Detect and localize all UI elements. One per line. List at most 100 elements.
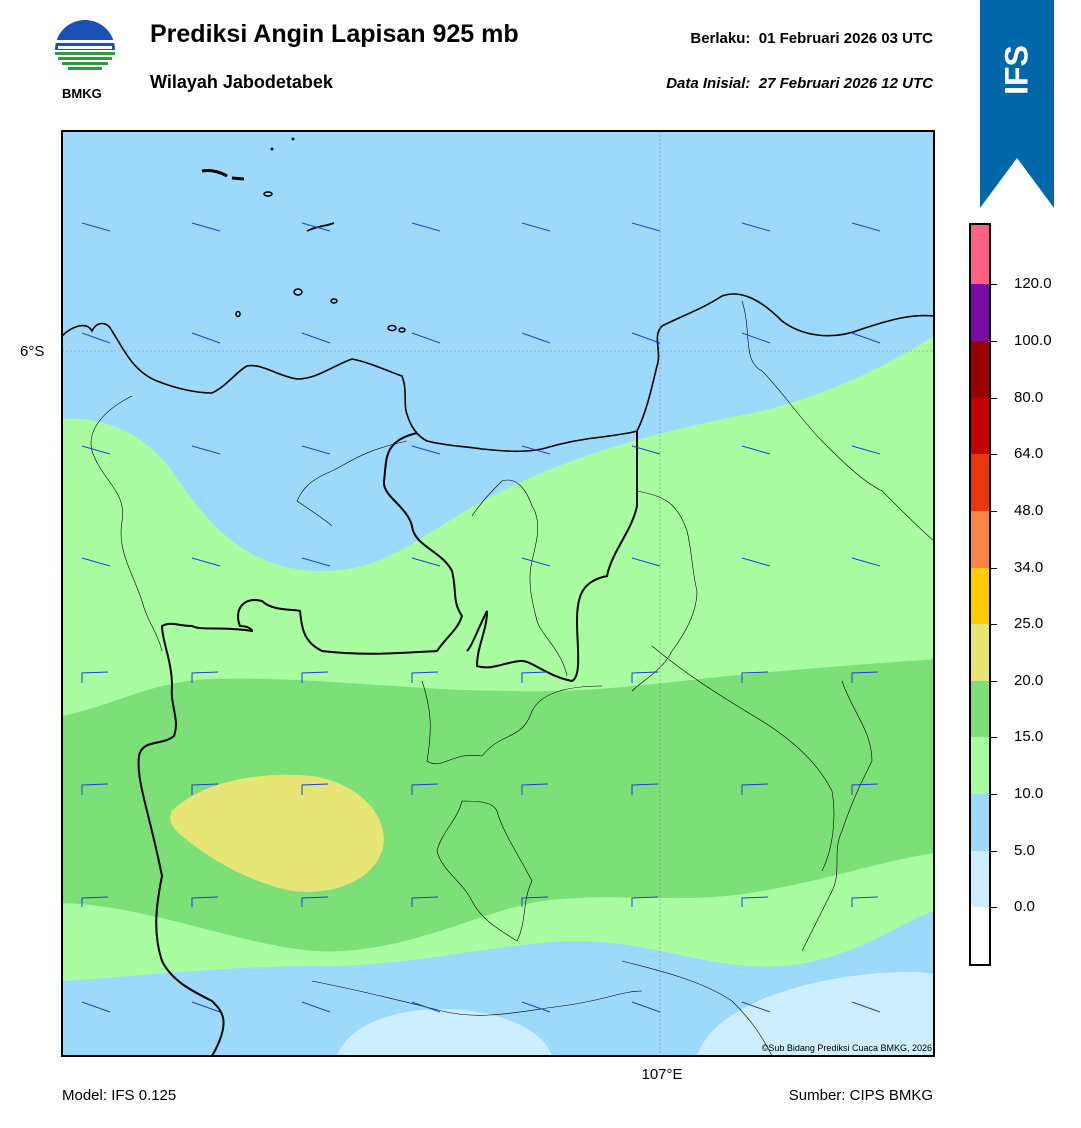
colorbar-label: 15.0 (1014, 728, 1044, 746)
colorbar-segments (971, 225, 989, 964)
colorbar-label: 25.0 (1014, 615, 1044, 633)
wind-barb (191, 671, 219, 683)
wind-barb (411, 783, 439, 795)
source-label: Sumber: CIPS BMKG (788, 1087, 933, 1104)
island (201, 169, 228, 178)
wind-barb (411, 445, 441, 455)
colorbar-tick (990, 907, 997, 909)
wind-barb (81, 671, 109, 683)
wind-barb (191, 332, 221, 344)
wind-barb (631, 332, 661, 344)
colorbar-label: 34.0 (1014, 558, 1044, 576)
wind-barb (741, 445, 771, 455)
colorbar-segment (971, 567, 989, 625)
island (293, 288, 303, 296)
province-border-east (466, 431, 638, 683)
colorbar-label: 64.0 (1014, 445, 1044, 463)
wind-barbs (81, 222, 881, 1013)
wind-barb (741, 332, 771, 344)
wind-barb (631, 783, 659, 795)
wind-barb (851, 671, 879, 683)
wind-barb (81, 332, 111, 344)
wind-barb (301, 332, 331, 344)
wind-barb (851, 445, 881, 455)
island (398, 327, 406, 333)
colorbar-segment (971, 737, 989, 795)
colorbar-label: 80.0 (1014, 388, 1044, 406)
colorbar-segment (971, 454, 989, 511)
init-label: Data Inisial: (666, 75, 751, 92)
lon-label: 107°E (641, 1066, 683, 1083)
wind-barb (81, 557, 111, 567)
colorbar-tick (990, 397, 997, 399)
colorbar-label: 48.0 (1014, 501, 1044, 519)
colorbar-tick (990, 794, 997, 796)
wind-barb (741, 222, 771, 232)
wind-barb (851, 1001, 881, 1013)
wind-barb (411, 671, 439, 683)
wind-barb (631, 1001, 661, 1013)
valid-label: Berlaku: (690, 30, 751, 47)
wind-barb (411, 557, 441, 567)
wind-barb (521, 222, 551, 232)
valid-time: Berlaku: 01 Februari 2026 03 UTC (560, 30, 933, 47)
init-value: 27 Februari 2026 12 UTC (758, 75, 933, 92)
colorbar-segment (971, 397, 989, 455)
colorbar-segment (971, 680, 989, 738)
colorbar-segment (971, 850, 989, 908)
wind-barb (521, 445, 551, 455)
bmkg-logo (52, 20, 118, 86)
colorbar-segment (971, 341, 989, 398)
map-frame (61, 130, 935, 1057)
wind-barb (301, 671, 329, 683)
wind-barb (301, 783, 329, 795)
band-20-25 (170, 774, 384, 892)
wind-barb (191, 222, 221, 232)
island (270, 147, 274, 151)
init-time: Data Inisial: 27 Februari 2026 12 UTC (560, 75, 933, 92)
colorbar-segment (971, 907, 989, 964)
wind-barb (521, 1001, 551, 1013)
logo-text: BMKG (62, 86, 102, 101)
wind-barb (631, 445, 661, 455)
colorbar-label: 120.0 (1014, 275, 1052, 293)
page-subtitle: Wilayah Jabodetabek (150, 72, 333, 92)
island (263, 191, 273, 197)
wind-barb (851, 783, 879, 795)
colorbar-frame (969, 223, 991, 966)
wind-barb (191, 896, 219, 907)
wind-barb (81, 783, 109, 795)
wind-barb (191, 1001, 221, 1013)
ifs-badge-text: IFS (998, 45, 1035, 95)
wind-barb (851, 332, 881, 344)
wind-barb (81, 445, 111, 455)
wind-barb (631, 222, 661, 232)
ifs-badge: IFS (980, 0, 1054, 208)
colorbar (969, 223, 991, 966)
colorbar-label: 20.0 (1014, 671, 1044, 689)
wind-barb (521, 783, 549, 795)
wind-barb (411, 896, 439, 907)
colorbar-tick (990, 737, 997, 739)
regency-borders (90, 300, 934, 1056)
wind-barb (851, 222, 881, 232)
colorbar-segment (971, 624, 989, 681)
wind-map-canvas (62, 131, 934, 1056)
wind-barb (631, 671, 659, 683)
wind-barb (521, 557, 551, 567)
colorbar-tick (990, 624, 997, 626)
band-0-5-b (697, 971, 934, 1056)
ifs-ribbon-icon (980, 0, 1054, 208)
wind-barb (411, 1001, 441, 1013)
island (387, 324, 397, 332)
wind-barb (301, 222, 331, 232)
island (291, 137, 295, 141)
wind-barb (191, 445, 221, 455)
lat-label: 6°S (20, 343, 45, 360)
colorbar-tick (990, 850, 997, 852)
province-border (137, 432, 464, 1056)
wind-barb (741, 671, 769, 683)
colorbar-segment (971, 284, 989, 342)
colorbar-tick (990, 454, 997, 456)
band-0-5-a (337, 1009, 552, 1056)
